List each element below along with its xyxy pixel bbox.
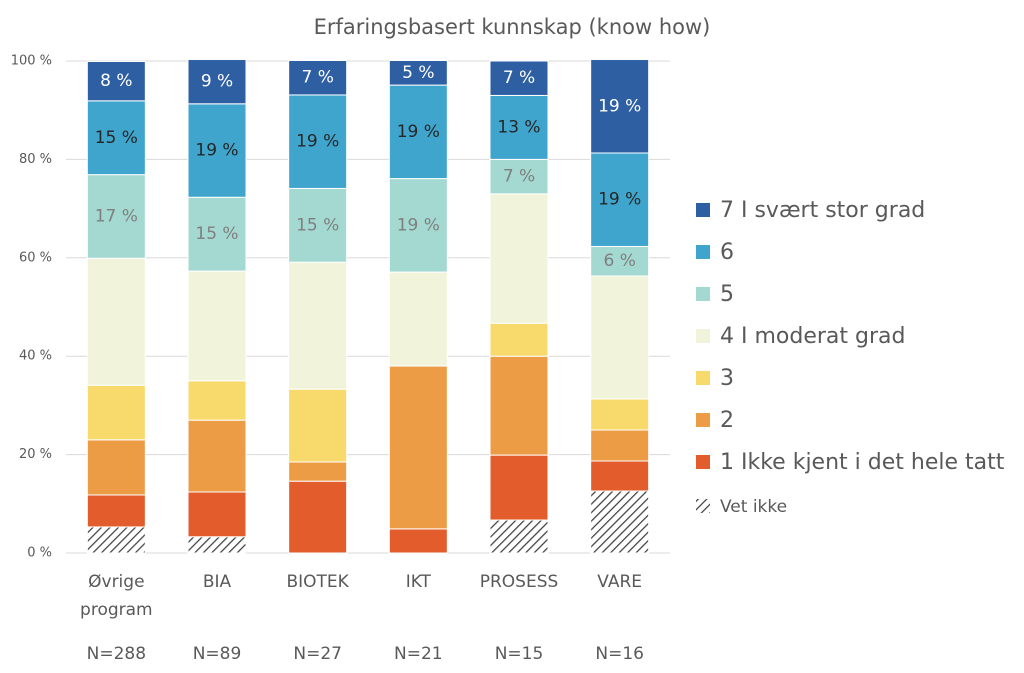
value-label: 7 %: [301, 68, 333, 88]
value-label: 19 %: [598, 190, 641, 210]
bar-segment: [187, 103, 247, 198]
y-tick-label: 60 %: [19, 250, 52, 265]
legend-marker: [696, 371, 710, 385]
value-label: 8 %: [100, 71, 132, 91]
legend-label: 3: [720, 366, 734, 391]
y-tick-label: 20 %: [19, 447, 52, 462]
bar-segment: [590, 245, 650, 277]
value-label: 9 %: [201, 72, 233, 92]
legend-label: 6: [720, 240, 734, 265]
x-tick-label: PROSESS: [479, 572, 559, 592]
bar-segment: [187, 196, 247, 272]
n-label: N=89: [193, 644, 242, 664]
bar-segment: [388, 365, 448, 530]
value-label: 13 %: [497, 117, 540, 137]
bar-segment: [86, 439, 146, 496]
bar-segment: [187, 270, 247, 382]
legend-marker: [696, 203, 710, 217]
bar-segment: [86, 257, 146, 386]
bar-segment: [288, 261, 348, 390]
bar-segment: [489, 60, 549, 96]
bar-segment: [489, 454, 549, 521]
legend-label: 7 I svært stor grad: [720, 198, 925, 223]
legend-marker: [696, 455, 710, 469]
bar-segment: [86, 494, 146, 528]
bar-segment: [288, 480, 348, 554]
value-label: 7 %: [503, 167, 535, 187]
value-label: 6 %: [603, 251, 635, 271]
legend-marker: [696, 413, 710, 427]
value-label: 15 %: [296, 215, 339, 235]
n-label: N=27: [293, 644, 342, 664]
bar-segment: [590, 275, 650, 400]
n-label: N=21: [394, 644, 443, 664]
value-label: 19 %: [397, 215, 440, 235]
legend-label: 4 I moderat grad: [720, 324, 905, 349]
bar-segment: [388, 60, 448, 86]
bar-segment: [86, 174, 146, 259]
bar-segment: [187, 380, 247, 421]
bar-segment: [590, 398, 650, 431]
bar-segment: [489, 355, 549, 456]
value-label: 17 %: [95, 206, 138, 226]
x-tick-label: Øvrige program: [80, 572, 153, 620]
bar-segment: [590, 460, 650, 492]
legend-label: 2: [720, 408, 734, 433]
n-label: N=16: [595, 644, 644, 664]
bar-segment: [489, 322, 549, 357]
x-tick-label: VARE: [597, 572, 643, 592]
bar-segment: [288, 461, 348, 482]
value-label: 5 %: [402, 63, 434, 83]
bar-segment: [187, 59, 247, 105]
value-label: 7 %: [503, 68, 535, 88]
n-label: N=15: [495, 644, 544, 664]
legend-marker: [696, 245, 710, 259]
bar-segment: [590, 59, 650, 154]
y-tick-label: 40 %: [19, 349, 52, 364]
value-label: 19 %: [397, 122, 440, 142]
value-label: 15 %: [95, 128, 138, 148]
bar-segment: [187, 536, 247, 554]
bar-segment: [489, 519, 549, 554]
value-label: 19 %: [195, 141, 238, 161]
bar-segment: [187, 491, 247, 538]
bar-segment: [489, 158, 549, 195]
legend-marker: [696, 329, 710, 343]
bar-segment: [288, 187, 348, 263]
legend-marker: [696, 499, 710, 513]
x-tick-label: BIOTEK: [286, 572, 349, 592]
value-label: 19 %: [296, 132, 339, 152]
chart-title: Erfaringsbasert kunnskap (know how): [314, 15, 711, 39]
bar-segment: [288, 94, 348, 189]
bar-segment: [388, 84, 448, 180]
value-label: 15 %: [195, 224, 238, 244]
bar-segment: [86, 526, 146, 554]
bar-segment: [86, 60, 146, 102]
bar-segment: [489, 193, 549, 324]
bar-segment: [590, 429, 650, 462]
bar-segment: [388, 528, 448, 554]
bar-segment: [590, 152, 650, 247]
legend-label: 1 Ikke kjent i det hele tatt: [720, 450, 1005, 475]
bar-segment: [86, 384, 146, 441]
x-tick-label: IKT: [405, 572, 431, 592]
bar-segment: [388, 271, 448, 367]
value-label: 19 %: [598, 96, 641, 116]
bar-segment: [388, 178, 448, 273]
n-label: N=288: [87, 644, 146, 664]
y-tick-label: 100 %: [11, 54, 52, 69]
bar-segment: [288, 60, 348, 96]
legend-label: 5: [720, 282, 734, 307]
y-tick-label: 0 %: [27, 546, 52, 561]
bar-segment: [187, 419, 247, 493]
legend-marker: [696, 287, 710, 301]
y-tick-label: 80 %: [19, 152, 52, 167]
x-tick-label: BIA: [202, 572, 232, 592]
legend-label: Vet ikke: [720, 497, 787, 517]
bar-segment: [590, 490, 650, 554]
bar-segment: [288, 388, 348, 463]
bar-segment: [489, 94, 549, 160]
